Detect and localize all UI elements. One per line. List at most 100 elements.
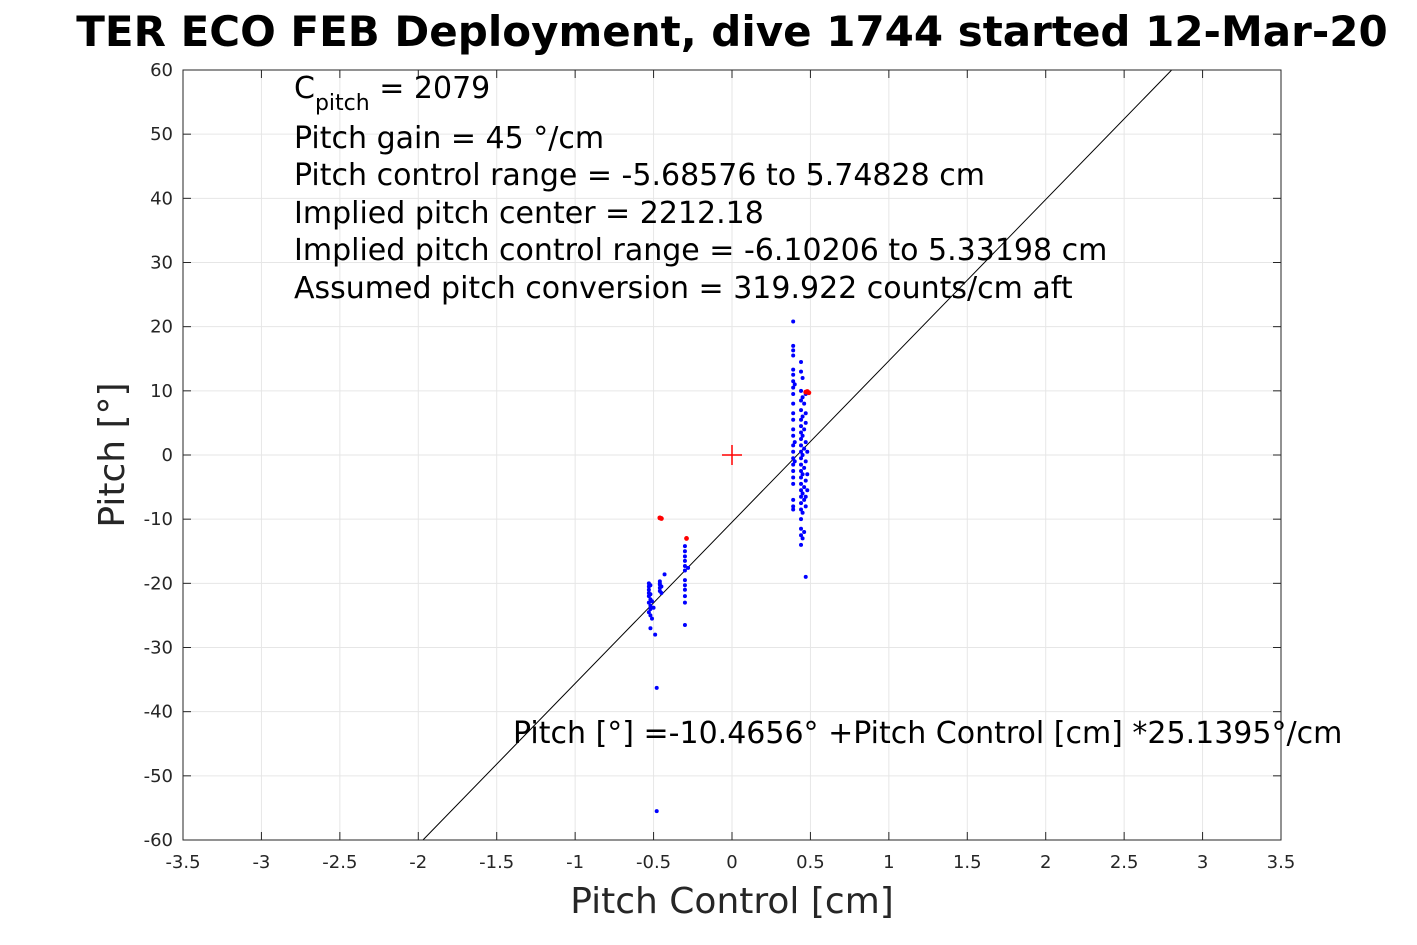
data-point-blue <box>799 417 804 422</box>
data-points <box>646 319 812 814</box>
annotation-c-pitch: Cpitch = 2079 <box>294 71 490 116</box>
data-point-blue <box>646 600 651 605</box>
y-tick-label: -20 <box>144 573 173 594</box>
data-point-blue <box>682 600 687 605</box>
x-tick-label: 0.5 <box>796 852 825 873</box>
data-point-blue <box>799 424 804 429</box>
x-tick-label: 0 <box>726 852 737 873</box>
data-point-blue <box>791 319 796 324</box>
y-tick-label: 40 <box>150 188 173 209</box>
data-point-blue <box>791 449 796 454</box>
data-point-blue <box>791 507 796 512</box>
y-tick-label: -60 <box>144 830 173 851</box>
data-point-blue <box>799 436 804 441</box>
data-point-blue <box>682 568 687 573</box>
data-point-blue <box>802 427 807 432</box>
data-point-blue <box>682 564 687 569</box>
data-point-blue <box>799 456 804 461</box>
data-point-blue <box>682 623 687 628</box>
data-point-blue <box>791 456 796 461</box>
data-point-blue <box>803 420 808 425</box>
data-point-blue <box>682 583 687 588</box>
data-point-blue <box>682 594 687 599</box>
data-point-blue <box>791 379 796 384</box>
data-point-blue <box>792 459 797 464</box>
data-point-blue <box>654 685 659 690</box>
data-point-blue <box>682 554 687 559</box>
data-point-blue <box>791 411 796 416</box>
x-tick-label: -2 <box>409 852 427 873</box>
x-tick-label: -1.5 <box>479 852 514 873</box>
data-point-blue <box>654 809 659 814</box>
data-point-blue <box>791 372 796 377</box>
data-point-blue <box>802 530 807 534</box>
data-point-blue <box>800 491 805 496</box>
data-point-red <box>684 536 689 541</box>
y-tick-label: -40 <box>144 702 173 723</box>
data-point-blue <box>791 353 796 358</box>
data-point-blue <box>800 472 805 477</box>
x-tick-label: 2.5 <box>1110 852 1139 873</box>
data-point-blue <box>791 433 796 438</box>
data-point-blue <box>799 398 804 403</box>
y-tick-label: 30 <box>150 253 173 274</box>
data-point-blue <box>802 497 807 502</box>
data-point-blue <box>803 574 808 579</box>
data-point-blue <box>682 558 687 563</box>
annotation-implied-center: Implied pitch center = 2212.18 <box>294 196 764 231</box>
data-point-blue <box>791 401 796 406</box>
data-point-blue <box>799 449 804 454</box>
data-point-blue <box>800 433 805 438</box>
data-point-blue <box>791 443 796 448</box>
data-point-blue <box>682 587 687 592</box>
data-point-blue <box>803 478 808 483</box>
data-point-blue <box>799 369 804 374</box>
fit-layer <box>422 69 1173 841</box>
data-point-blue <box>682 544 687 549</box>
data-point-red <box>806 390 812 396</box>
data-point-blue <box>799 408 804 413</box>
x-tick-label: -1 <box>566 852 584 873</box>
data-point-blue <box>803 494 808 499</box>
y-tick-label: 0 <box>162 445 173 466</box>
data-point-blue <box>805 472 810 477</box>
data-point-blue <box>802 401 807 406</box>
data-point-blue <box>792 440 797 445</box>
data-point-blue <box>657 581 662 586</box>
data-point-blue <box>799 481 804 486</box>
data-point-blue <box>648 603 653 608</box>
annotation-c-pitch-sub: pitch <box>315 91 370 116</box>
data-point-blue <box>682 549 687 554</box>
data-point-blue <box>791 367 796 372</box>
data-point-blue <box>799 443 804 448</box>
data-point-blue <box>791 497 796 502</box>
annotation-conversion: Assumed pitch conversion = 319.922 count… <box>294 271 1073 306</box>
y-tick-label: 20 <box>150 317 173 338</box>
x-tick-label: 1.5 <box>953 852 982 873</box>
data-point-blue <box>805 449 810 454</box>
x-tick-label: 1 <box>883 852 894 873</box>
data-point-blue <box>800 453 805 457</box>
data-point-blue <box>802 465 807 470</box>
data-point-blue <box>648 607 653 611</box>
data-point-blue <box>791 462 796 467</box>
data-point-blue <box>799 469 804 474</box>
annotation-pitch-gain: Pitch gain = 45 °/cm <box>294 121 604 156</box>
data-point-blue <box>648 626 653 631</box>
data-point-blue <box>791 469 796 474</box>
data-point-blue <box>791 392 796 397</box>
x-tick-label: 3 <box>1197 852 1208 873</box>
x-tick-label: -3 <box>252 852 270 873</box>
chart-title: TER ECO FEB Deployment, dive 1744 starte… <box>76 7 1387 56</box>
fit-line <box>422 69 1173 841</box>
data-point-blue <box>800 376 805 380</box>
y-tick-label: 60 <box>150 60 173 81</box>
data-point-blue <box>799 494 804 499</box>
data-point-blue <box>799 542 804 547</box>
x-tick-label: -3.5 <box>165 852 200 873</box>
x-tick-label: 2 <box>1040 852 1051 873</box>
data-point-blue <box>799 475 804 480</box>
data-point-blue <box>799 501 804 506</box>
y-axis-label: Pitch [°] <box>92 382 133 527</box>
